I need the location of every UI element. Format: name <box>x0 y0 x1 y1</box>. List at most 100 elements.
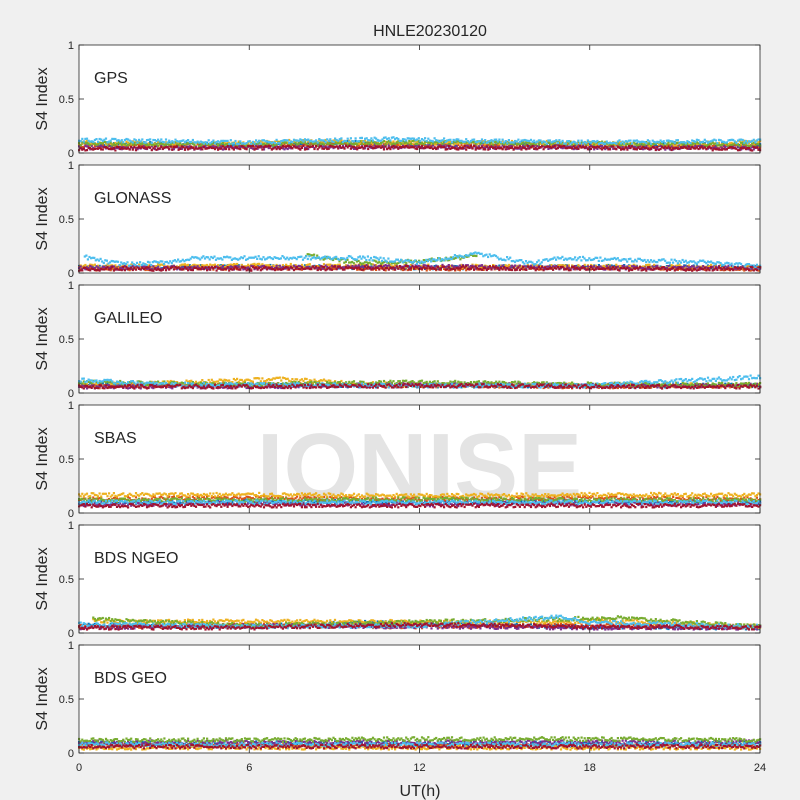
data-point <box>346 139 349 143</box>
data-point <box>327 141 330 144</box>
data-point <box>539 142 542 145</box>
data-point <box>302 141 305 144</box>
data-point <box>201 142 204 146</box>
data-point <box>496 142 499 145</box>
data-point <box>458 264 461 267</box>
data-point <box>134 149 138 152</box>
data-point <box>692 142 695 145</box>
data-point <box>114 264 117 267</box>
data-point <box>537 143 540 146</box>
data-point <box>680 143 683 146</box>
data-point <box>177 148 180 151</box>
data-point <box>680 265 683 269</box>
data-point <box>479 141 482 144</box>
data-point <box>83 255 86 258</box>
data-point <box>322 139 326 142</box>
data-point <box>416 265 419 268</box>
data-point <box>563 264 566 267</box>
data-point <box>384 269 387 272</box>
data-point <box>730 264 733 267</box>
data-point <box>337 147 340 150</box>
data-point <box>473 254 476 257</box>
data-point <box>213 142 217 145</box>
data-point <box>713 142 716 145</box>
data-point <box>455 265 458 268</box>
data-point <box>457 147 460 150</box>
data-point <box>164 265 168 269</box>
data-point <box>104 141 108 144</box>
data-point <box>212 145 215 148</box>
data-point <box>555 139 558 142</box>
data-point <box>354 142 357 145</box>
data-point <box>248 140 251 143</box>
data-point <box>755 142 758 145</box>
data-point <box>125 147 128 150</box>
data-point <box>371 266 375 269</box>
data-point <box>373 144 376 147</box>
data-point <box>616 145 619 149</box>
data-point <box>373 264 376 267</box>
data-point <box>405 139 408 142</box>
data-point <box>164 143 168 146</box>
data-point <box>389 141 392 144</box>
data-point <box>593 143 596 146</box>
data-point <box>424 266 427 269</box>
data-point <box>149 146 152 149</box>
data-point <box>329 138 332 141</box>
data-point <box>640 266 643 269</box>
data-point <box>171 146 174 149</box>
data-point <box>384 140 387 143</box>
data-point <box>379 142 382 145</box>
data-point <box>722 147 725 150</box>
data-point <box>665 144 668 147</box>
data-point <box>324 146 327 149</box>
data-point <box>308 263 311 266</box>
data-point <box>199 264 202 267</box>
data-point <box>340 139 343 142</box>
data-point <box>392 136 395 139</box>
data-point <box>582 142 585 145</box>
data-point <box>443 137 446 140</box>
data-point <box>477 147 480 150</box>
data-point <box>145 145 149 148</box>
data-point <box>692 140 695 143</box>
data-point <box>447 143 450 146</box>
data-point <box>368 261 371 264</box>
data-point <box>104 142 108 145</box>
data-point <box>218 264 221 267</box>
data-point <box>217 144 220 147</box>
data-point <box>597 142 600 145</box>
data-point <box>273 146 277 149</box>
data-point <box>547 147 550 150</box>
data-point <box>269 263 272 267</box>
data-point <box>89 263 92 266</box>
data-point <box>747 145 751 148</box>
data-point <box>332 143 335 146</box>
data-point <box>526 147 529 150</box>
data-point <box>498 147 501 150</box>
data-point <box>134 147 138 150</box>
data-point <box>272 143 275 146</box>
data-point <box>450 266 454 269</box>
data-point <box>654 147 657 150</box>
data-point <box>168 147 171 150</box>
data-point <box>523 138 526 142</box>
data-point <box>493 143 496 147</box>
data-point <box>218 144 221 147</box>
data-point <box>362 143 365 146</box>
data-point <box>482 268 485 271</box>
data-point <box>346 143 349 146</box>
data-point <box>398 267 401 270</box>
data-point <box>578 144 582 147</box>
data-point <box>676 139 679 142</box>
data-point <box>237 265 240 269</box>
data-point <box>101 265 104 268</box>
data-point <box>360 262 363 265</box>
data-point <box>363 261 367 264</box>
data-point <box>612 268 615 271</box>
data-point <box>110 259 113 263</box>
data-point <box>613 264 616 267</box>
data-point <box>357 146 360 149</box>
data-point <box>578 265 582 268</box>
data-point <box>313 140 316 143</box>
